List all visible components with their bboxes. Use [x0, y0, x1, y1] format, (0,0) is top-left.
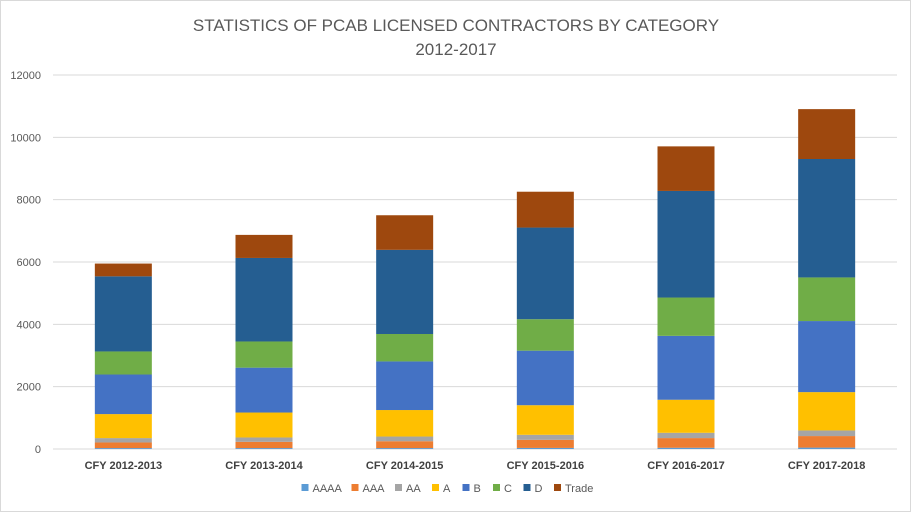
bar-segment-a [235, 412, 293, 438]
x-tick-label: CFY 2017-2018 [788, 460, 865, 472]
bar-segment-b [376, 361, 434, 411]
bar-segment-a [798, 392, 856, 431]
y-tick-label: 0 [35, 444, 41, 456]
x-tick-label: CFY 2012-2013 [85, 460, 162, 472]
bar-segment-aaaa [798, 447, 856, 449]
legend-swatch [493, 484, 500, 491]
bar-segment-d [235, 257, 293, 342]
legend-item: AAA [351, 483, 386, 495]
bar-segment-aa [798, 430, 856, 437]
bar-segment-b [235, 367, 293, 413]
bar-segment-b [94, 374, 152, 415]
bars [94, 109, 856, 449]
legend-item: AA [395, 483, 421, 495]
bar-segment-aaa [657, 438, 715, 448]
bar-segment-b [657, 335, 715, 400]
bar-segment-a [657, 399, 715, 433]
gridlines [53, 74, 897, 450]
bar-segment-d [94, 276, 152, 352]
legend-label: AAA [363, 483, 386, 495]
bar-segment-aa [516, 434, 574, 440]
bar-segment-c [235, 341, 293, 368]
chart-title: STATISTICS OF PCAB LICENSED CONTRACTORS … [193, 16, 719, 59]
legend: AAAA AAA AA A B C D Trade [301, 483, 593, 495]
legend-item: Trade [554, 483, 593, 495]
bar-segment-aa [376, 436, 434, 442]
legend-label: A [443, 483, 451, 495]
x-tick-label: CFY 2014-2015 [366, 460, 443, 472]
bar-segment-trade [657, 146, 715, 191]
bar-segment-aa [657, 432, 715, 439]
bar-segment-trade [798, 109, 856, 159]
bar-segment-trade [516, 191, 574, 228]
bar-segment-aa [235, 437, 293, 442]
x-tick-label: CFY 2016-2017 [647, 460, 724, 472]
bar-segment-d [798, 158, 856, 278]
bar-segment-aaaa [657, 447, 715, 449]
legend-swatch [554, 484, 561, 491]
bar-segment-c [657, 297, 715, 336]
legend-item: C [493, 483, 512, 495]
bar-segment-aaa [376, 441, 434, 449]
bar-segment-a [516, 405, 574, 435]
bar-segment-d [657, 190, 715, 298]
legend-label: B [474, 483, 481, 495]
legend-item: A [432, 483, 451, 495]
bar-segment-trade [235, 234, 293, 258]
x-axis: CFY 2012-2013 CFY 2013-2014 CFY 2014-2015 C… [85, 460, 866, 472]
bar-segment-aaaa [516, 447, 574, 449]
bar-segment-a [94, 414, 152, 439]
bar-segment-d [516, 227, 574, 320]
legend-swatch [462, 484, 470, 491]
bar-segment-aaa [235, 441, 293, 449]
bar-segment-trade [94, 263, 152, 277]
bar-segment-b [516, 350, 574, 406]
bar-segment-a [376, 410, 434, 437]
y-tick-label: 4000 [17, 319, 41, 331]
bar-segment-b [798, 321, 856, 393]
x-tick-label: CFY 2015-2016 [507, 460, 584, 472]
y-tick-label: 8000 [17, 195, 41, 207]
chart-title-line: 2012-2017 [415, 40, 496, 59]
bar-segment-aaa [94, 442, 152, 449]
legend-swatch [351, 484, 359, 491]
y-tick-label: 6000 [17, 257, 41, 269]
y-tick-label: 10000 [10, 132, 41, 144]
bar-segment-aaaa [235, 448, 293, 449]
bar-segment-c [94, 351, 152, 375]
legend-label: AAAA [313, 483, 343, 495]
bar-segment-trade [376, 215, 434, 250]
legend-label: Trade [565, 483, 593, 495]
bar-segment-aaa [516, 439, 574, 448]
legend-swatch [432, 484, 439, 491]
bar-segment-aaaa [94, 448, 152, 449]
legend-label: C [504, 483, 512, 495]
y-tick-label: 2000 [17, 382, 41, 394]
legend-label: AA [406, 483, 421, 495]
bar-segment-aaaa [376, 448, 434, 449]
y-axis: 0 2000 4000 6000 8000 10000 12000 [10, 70, 41, 456]
legend-swatch [395, 484, 402, 491]
bar-segment-aaa [798, 436, 856, 448]
legend-swatch [523, 484, 531, 491]
bar-segment-c [376, 333, 434, 362]
legend-item: D [523, 483, 543, 495]
bar-segment-c [516, 319, 574, 351]
bar-segment-d [376, 249, 434, 334]
bar-segment-c [798, 277, 856, 322]
bar-segment-aa [94, 438, 152, 443]
legend-swatch [301, 484, 309, 491]
legend-label: D [535, 483, 543, 495]
legend-item: AAAA [301, 483, 343, 495]
y-tick-label: 12000 [10, 70, 41, 82]
legend-item: B [462, 483, 481, 495]
x-tick-label: CFY 2013-2014 [225, 460, 303, 472]
chart-title-line: STATISTICS OF PCAB LICENSED CONTRACTORS … [193, 16, 719, 35]
